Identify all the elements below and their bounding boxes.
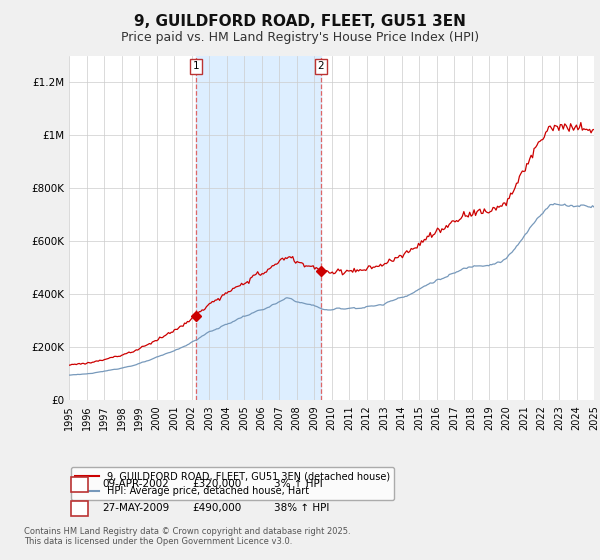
- Text: £490,000: £490,000: [193, 503, 242, 514]
- Text: 9, GUILDFORD ROAD, FLEET, GU51 3EN: 9, GUILDFORD ROAD, FLEET, GU51 3EN: [134, 14, 466, 29]
- Bar: [196, 56, 320, 400]
- Text: 38% ↑ HPI: 38% ↑ HPI: [274, 503, 329, 514]
- Text: 1: 1: [76, 479, 83, 489]
- Text: Price paid vs. HM Land Registry's House Price Index (HPI): Price paid vs. HM Land Registry's House …: [121, 31, 479, 44]
- Text: 3% ↑ HPI: 3% ↑ HPI: [274, 479, 322, 489]
- Text: Contains HM Land Registry data © Crown copyright and database right 2025.
This d: Contains HM Land Registry data © Crown c…: [24, 526, 350, 546]
- Text: 1: 1: [193, 61, 200, 71]
- Text: 27-MAY-2009: 27-MAY-2009: [103, 503, 170, 514]
- Text: £320,000: £320,000: [193, 479, 242, 489]
- Legend: 9, GUILDFORD ROAD, FLEET, GU51 3EN (detached house), HPI: Average price, detache: 9, GUILDFORD ROAD, FLEET, GU51 3EN (deta…: [71, 467, 394, 500]
- Text: 09-APR-2002: 09-APR-2002: [103, 479, 169, 489]
- Text: 2: 2: [76, 503, 83, 514]
- Text: 2: 2: [317, 61, 324, 71]
